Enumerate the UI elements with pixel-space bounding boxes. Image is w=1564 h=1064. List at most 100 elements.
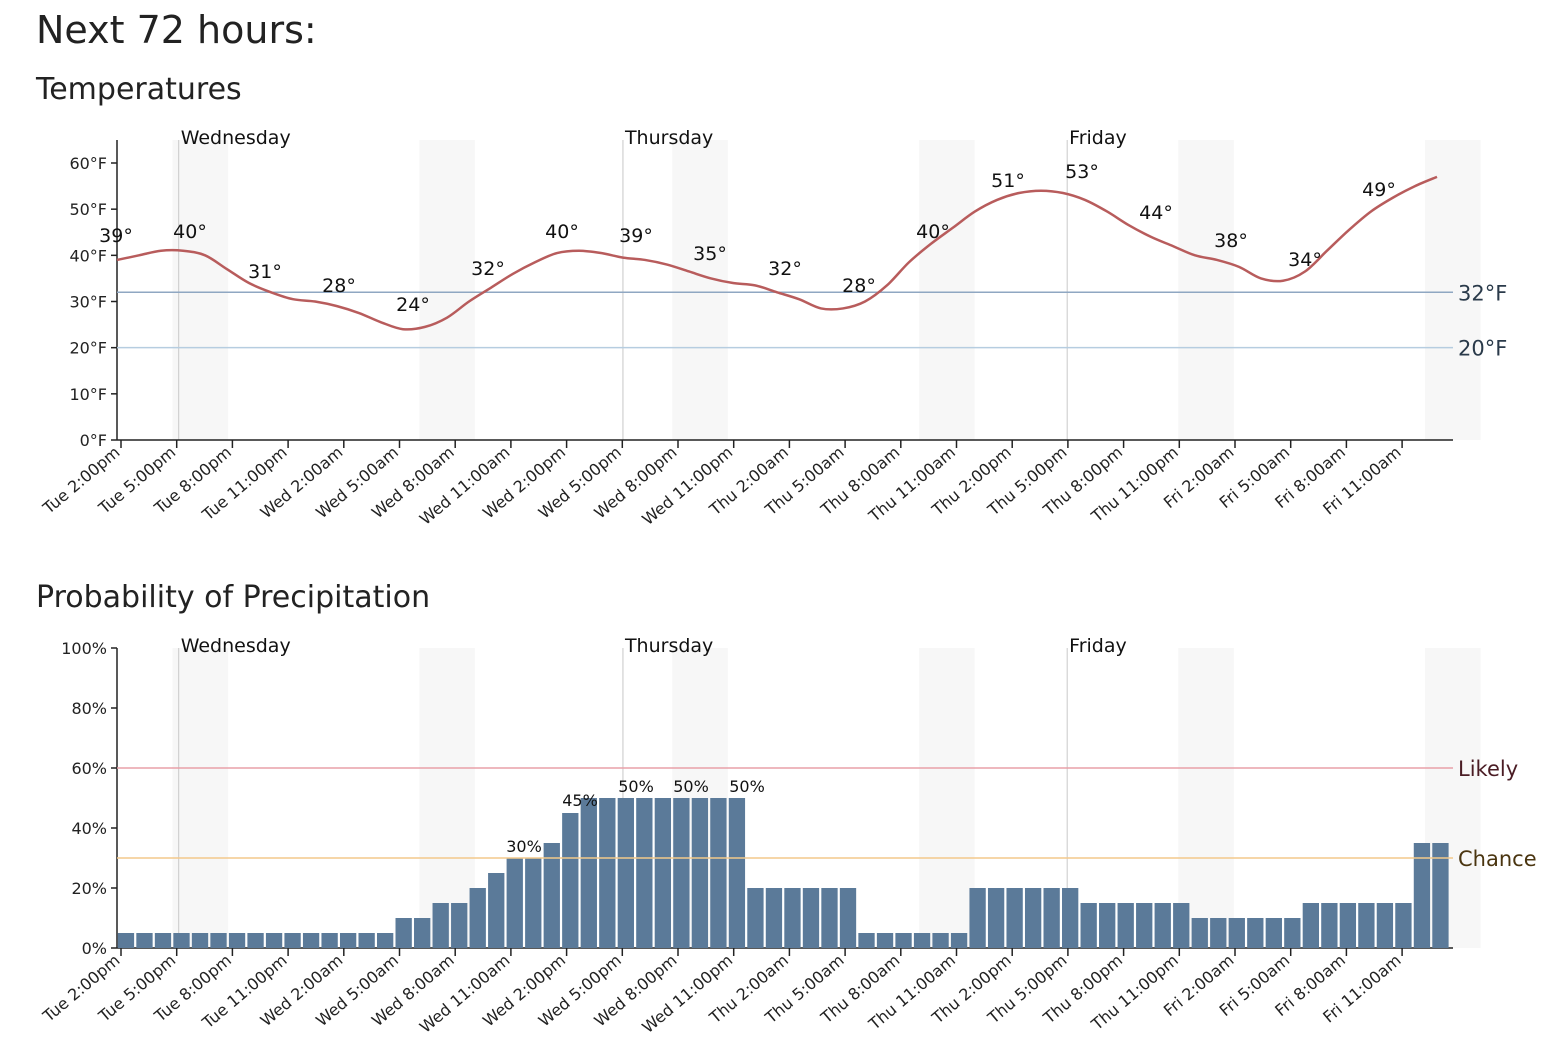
precipitation-bar (1321, 903, 1338, 948)
precipitation-bar (858, 933, 875, 948)
precipitation-label: 30% (506, 837, 542, 856)
y-tick-label: 60°F (69, 154, 107, 173)
precipitation-bar (117, 933, 135, 948)
y-tick-label: 50°F (69, 200, 107, 219)
precipitation-bar (1191, 918, 1208, 948)
precipitation-bar (1284, 918, 1301, 948)
twenty-reference-label: 20°F (1458, 337, 1507, 361)
temperature-label: 24° (396, 294, 430, 316)
precipitation-bar (1302, 903, 1320, 948)
precipitation-bar (1136, 903, 1153, 948)
precipitation-bar (1376, 903, 1394, 948)
y-tick-label: 80% (71, 699, 107, 718)
precipitation-bar (191, 933, 209, 948)
precipitation-bar (821, 888, 838, 948)
precipitation-bar (284, 933, 301, 948)
precipitation-bar (210, 933, 227, 948)
precipitation-bar (691, 798, 709, 948)
y-tick-label: 0°F (80, 431, 107, 450)
temperature-label: 39° (99, 225, 133, 247)
precipitation-bar (1358, 903, 1375, 948)
precipitation-bar (802, 888, 820, 948)
temperature-chart: Wednesday Thursday Friday 0°F 10°F 20°F 30°F 40… (39, 127, 1508, 529)
day-label: Thursday (624, 635, 713, 657)
precipitation-bar (950, 933, 968, 948)
precipitation-bar (895, 933, 912, 948)
precipitation-bar (1006, 888, 1023, 948)
night-band (172, 140, 229, 440)
precipitation-bar (414, 918, 431, 948)
precipitation-bar (580, 798, 597, 948)
precipitation-bar (1043, 888, 1060, 948)
precipitation-bar (506, 858, 523, 948)
y-tick-label: 30°F (69, 293, 107, 312)
precipitation-bar (673, 798, 690, 948)
precipitation-bar (376, 933, 394, 948)
precipitation-bar (1413, 843, 1431, 948)
precipitation-chart-title: Probability of Precipitation (36, 580, 431, 615)
y-tick-label: 40% (71, 819, 107, 838)
precipitation-label: 50% (618, 777, 654, 796)
y-tick-label: 40°F (69, 246, 107, 265)
temperature-label: 40° (545, 221, 579, 243)
y-tick-label: 20% (71, 879, 107, 898)
precipitation-bar (395, 918, 412, 948)
precipitation-bar (136, 933, 153, 948)
precipitation-bar (969, 888, 986, 948)
day-label: Thursday (624, 127, 713, 149)
night-band (172, 648, 229, 948)
night-band (919, 648, 975, 948)
night-band (1425, 140, 1481, 440)
temperature-line (116, 175, 1438, 331)
precipitation-bar (1265, 918, 1282, 948)
temperature-label: 51° (991, 170, 1025, 192)
precipitation-bar (562, 813, 579, 948)
temperature-label: 32° (768, 258, 802, 280)
precipitation-bar (654, 798, 672, 948)
precipitation-bar (154, 933, 172, 948)
precipitation-bar (1154, 903, 1171, 948)
day-label: Friday (1069, 635, 1127, 657)
precipitation-bar (1432, 843, 1449, 948)
precipitation-label: 50% (673, 777, 709, 796)
precipitation-label: 45% (562, 791, 598, 810)
precipitation-bar (173, 933, 190, 948)
precipitation-bar (1210, 918, 1227, 948)
night-band (919, 140, 975, 440)
precipitation-bar (987, 888, 1005, 948)
precipitation-bar (839, 888, 857, 948)
precipitation-chart: Wednesday Thursday Friday 0% 20% 40% 60% 80% 100… (39, 635, 1537, 1037)
precipitation-bar (451, 903, 468, 948)
temperature-label: 44° (1139, 202, 1173, 224)
temperature-label: 34° (1288, 249, 1322, 271)
precipitation-bar (265, 933, 283, 948)
temperature-label: 31° (248, 261, 282, 283)
precipitation-bar (1247, 918, 1264, 948)
temperature-label: 28° (322, 275, 356, 297)
precipitation-bar (1099, 903, 1116, 948)
temperature-label: 28° (842, 275, 876, 297)
y-tick-label: 60% (71, 759, 107, 778)
night-band (1178, 140, 1234, 440)
y-tick-label: 20°F (69, 339, 107, 358)
temperature-label: 49° (1362, 179, 1396, 201)
precipitation-bar (932, 933, 949, 948)
precipitation-label: 50% (729, 777, 765, 796)
precipitation-bar (913, 933, 931, 948)
precipitation-bar (488, 873, 505, 948)
precipitation-bar (1080, 903, 1097, 948)
precipitation-bar (469, 888, 486, 948)
freezing-reference-label: 32°F (1458, 281, 1507, 305)
precipitation-bar (784, 888, 801, 948)
temperature-label: 38° (1214, 230, 1248, 252)
precipitation-bar (321, 933, 338, 948)
precipitation-bar (302, 933, 320, 948)
precipitation-bar (1228, 918, 1245, 948)
temperature-label: 32° (471, 258, 505, 280)
precipitation-bar (1117, 903, 1134, 948)
temperature-label: 40° (916, 221, 950, 243)
precipitation-bar (636, 798, 653, 948)
y-tick-label: 10°F (69, 385, 107, 404)
precipitation-bar (728, 798, 746, 948)
day-label: Wednesday (181, 635, 291, 657)
